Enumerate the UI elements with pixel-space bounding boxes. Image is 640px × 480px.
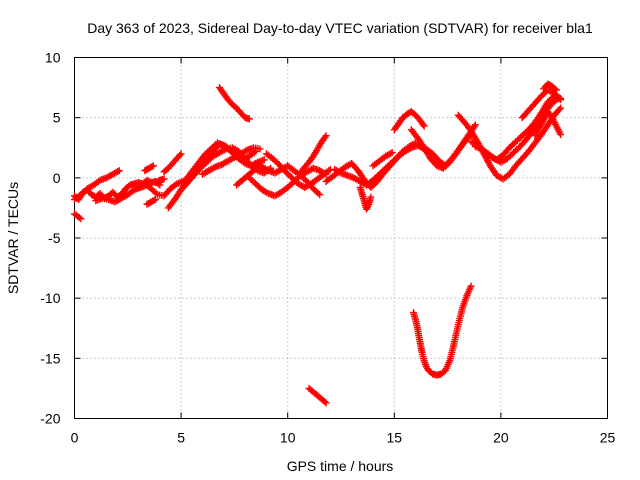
data-point xyxy=(470,122,478,130)
data-point xyxy=(325,167,333,175)
data-point xyxy=(388,149,396,157)
data-point xyxy=(420,122,428,130)
data-point xyxy=(552,86,560,94)
series-arc-15 xyxy=(215,84,253,123)
series-arc-25 xyxy=(390,108,428,134)
series-arc-23 xyxy=(356,183,375,213)
data-point xyxy=(471,121,479,129)
data-point xyxy=(75,214,83,222)
data-point xyxy=(160,175,168,183)
data-point xyxy=(148,163,156,171)
data-point xyxy=(557,104,565,112)
data-point xyxy=(387,149,395,157)
data-point xyxy=(363,205,371,213)
series-arc-27 xyxy=(416,131,475,170)
series-arc-24 xyxy=(369,149,396,170)
x-tick-label: 5 xyxy=(177,430,185,446)
data-point xyxy=(419,121,427,129)
data-point xyxy=(555,105,563,113)
data-point xyxy=(260,156,268,164)
data-point xyxy=(77,215,85,223)
series-arc-33 xyxy=(531,108,565,140)
data-point xyxy=(316,191,324,199)
x-tick-label: 10 xyxy=(280,430,296,446)
data-point xyxy=(242,147,250,155)
series-arc-07 xyxy=(143,195,160,208)
data-point xyxy=(263,166,271,174)
y-tick-label: -15 xyxy=(40,350,60,366)
data-points xyxy=(71,80,565,407)
series-arc-14 xyxy=(233,163,262,189)
y-tick-label: 5 xyxy=(53,110,61,126)
data-point xyxy=(322,132,330,140)
data-point xyxy=(335,168,343,176)
series-arc-28 xyxy=(409,282,475,379)
series-arc-17 xyxy=(252,159,324,199)
data-point xyxy=(176,151,184,159)
data-point xyxy=(321,398,329,406)
chart-title: Day 363 of 2023, Sidereal Day-to-day VTE… xyxy=(87,20,593,36)
x-tick-label: 15 xyxy=(387,430,403,446)
series-arc-34 xyxy=(540,80,560,94)
x-tick-label: 20 xyxy=(493,430,509,446)
data-point xyxy=(149,162,157,170)
data-point xyxy=(210,164,218,172)
series-arc-19 xyxy=(296,132,330,177)
y-tick-label: 0 xyxy=(53,170,61,186)
series-arc-08 xyxy=(152,175,168,187)
data-point xyxy=(406,145,414,153)
data-point xyxy=(364,202,372,210)
series-arc-06 xyxy=(141,162,157,175)
data-point xyxy=(314,189,322,197)
series-arc-29 xyxy=(454,104,565,183)
data-point xyxy=(152,195,160,203)
series-arc-32 xyxy=(518,86,565,122)
series-arc-09 xyxy=(160,150,185,176)
series-arc-20 xyxy=(305,384,330,407)
data-point xyxy=(363,204,371,212)
data-point xyxy=(245,115,253,123)
y-tick-label: -5 xyxy=(48,230,61,246)
data-point xyxy=(555,93,563,101)
data-point xyxy=(256,145,264,153)
data-point xyxy=(367,193,375,201)
x-tick-label: 25 xyxy=(600,430,616,446)
data-point xyxy=(321,133,329,141)
y-tick-label: -10 xyxy=(40,290,60,306)
series-arc-05 xyxy=(134,175,194,200)
data-point xyxy=(115,167,123,175)
y-axis-label: SDTVAR / TECUs xyxy=(5,182,21,294)
x-tick-label: 0 xyxy=(71,430,79,446)
data-point xyxy=(557,131,565,139)
data-point xyxy=(177,150,185,158)
data-point xyxy=(551,85,559,93)
x-axis-label: GPS time / hours xyxy=(287,458,394,474)
data-point xyxy=(150,196,158,204)
series-arc-18 xyxy=(262,150,334,191)
y-tick-label: 10 xyxy=(45,50,61,66)
data-point xyxy=(152,189,160,197)
data-point xyxy=(263,189,271,197)
series-arc-01 xyxy=(71,176,164,203)
series-arc-13 xyxy=(198,144,264,178)
data-point xyxy=(322,399,330,407)
data-point xyxy=(557,94,565,102)
grid xyxy=(74,57,608,419)
series-arc-03 xyxy=(71,167,123,203)
y-tick-label: -20 xyxy=(40,411,60,427)
data-point xyxy=(114,168,122,176)
series-arc-02 xyxy=(71,210,85,223)
axis-ticks: 0 5 10 15 20 25 -20 -15 -10 -5 0 5 10 xyxy=(40,50,615,446)
data-point xyxy=(467,282,475,290)
